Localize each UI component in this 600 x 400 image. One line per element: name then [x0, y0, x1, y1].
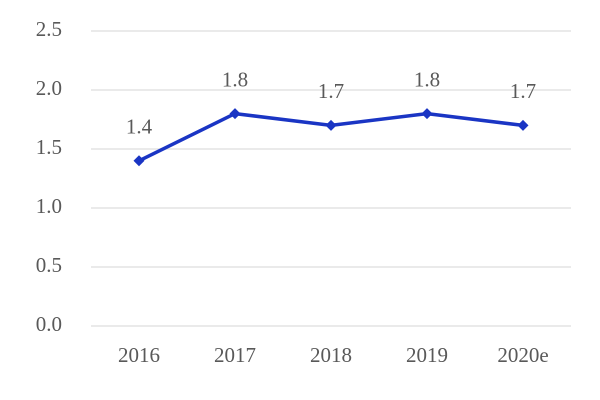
- y-tick-label: 0.5: [36, 253, 62, 277]
- marker: [133, 155, 145, 167]
- data-label: 1.7: [318, 79, 344, 103]
- data-label: 1.4: [126, 115, 153, 139]
- y-tick-label: 2.5: [36, 17, 62, 41]
- x-tick-label: 2017: [214, 343, 256, 367]
- x-tick-label: 2020e: [497, 343, 548, 367]
- marker: [229, 108, 241, 120]
- x-tick-label: 2019: [406, 343, 448, 367]
- data-label: 1.8: [414, 67, 440, 91]
- y-tick-label: 0.0: [36, 312, 62, 336]
- x-tick-label: 2016: [118, 343, 160, 367]
- y-tick-label: 1.0: [36, 194, 62, 218]
- y-tick-label: 1.5: [36, 135, 62, 159]
- marker: [421, 108, 433, 120]
- data-label: 1.7: [510, 79, 536, 103]
- y-tick-label: 2.0: [36, 76, 62, 100]
- marker: [325, 119, 337, 131]
- data-label: 1.8: [222, 67, 248, 91]
- marker: [517, 119, 529, 131]
- x-tick-label: 2018: [310, 343, 352, 367]
